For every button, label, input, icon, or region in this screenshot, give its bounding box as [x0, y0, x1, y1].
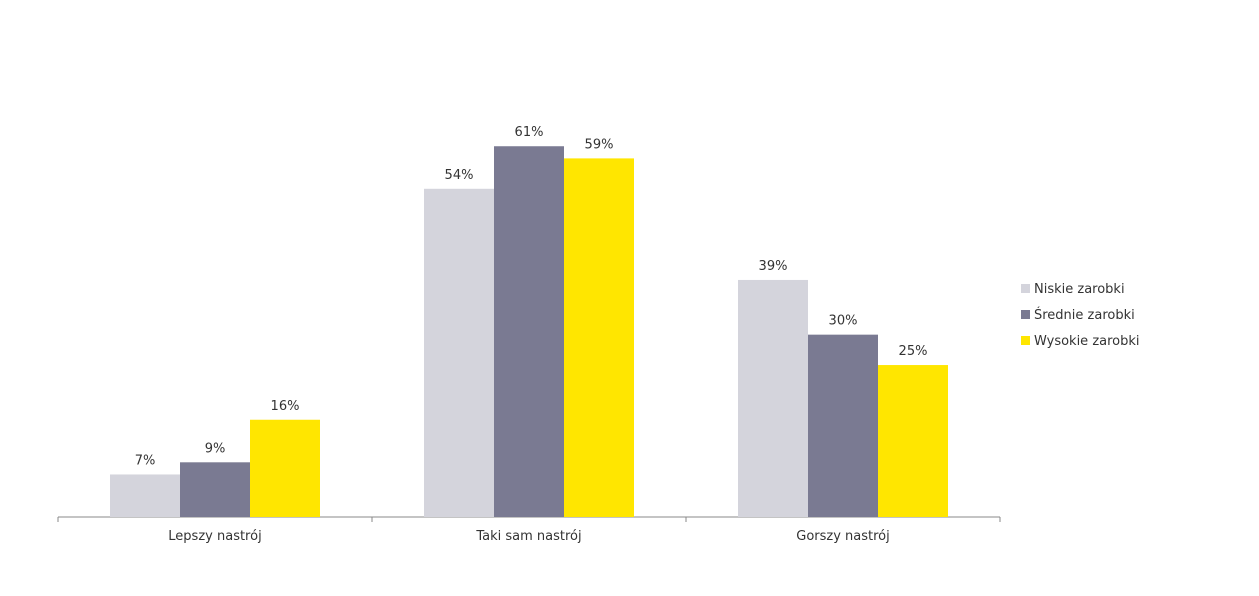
data-label: 30% [829, 314, 858, 329]
data-label: 9% [205, 441, 226, 456]
data-label: 61% [515, 125, 544, 140]
bar [110, 474, 180, 517]
legend-label: Wysokie zarobki [1034, 334, 1140, 349]
data-label: 54% [445, 168, 474, 183]
bar [564, 158, 634, 517]
category-label: Taki sam nastrój [475, 529, 581, 544]
legend: Niskie zarobki Średnie zarobki Wysokie zar… [1021, 282, 1140, 349]
bar [424, 188, 494, 517]
bar [250, 419, 320, 517]
data-label: 7% [135, 453, 156, 468]
category-labels-layer: Lepszy nastrój Taki sam nastrój Gorszy nas… [168, 529, 889, 544]
x-ticks-layer [57, 517, 1001, 522]
bar [738, 279, 808, 517]
bar [808, 334, 878, 517]
data-label: 16% [271, 399, 300, 414]
data-label: 59% [585, 137, 614, 152]
legend-swatch [1021, 310, 1030, 319]
legend-label: Niskie zarobki [1034, 282, 1125, 297]
data-label: 39% [759, 259, 788, 274]
legend-swatch [1021, 284, 1030, 293]
category-label: Gorszy nastrój [796, 529, 890, 544]
bar [494, 146, 564, 517]
category-label: Lepszy nastrój [168, 529, 261, 544]
legend-label: Średnie zarobki [1034, 307, 1135, 323]
bars-layer: 7% 9% 16% 54% 61% 59% 39% 30% 25% [110, 125, 948, 517]
bar [180, 462, 250, 517]
bar [878, 365, 948, 517]
data-label: 25% [899, 344, 928, 359]
legend-swatch [1021, 336, 1030, 345]
